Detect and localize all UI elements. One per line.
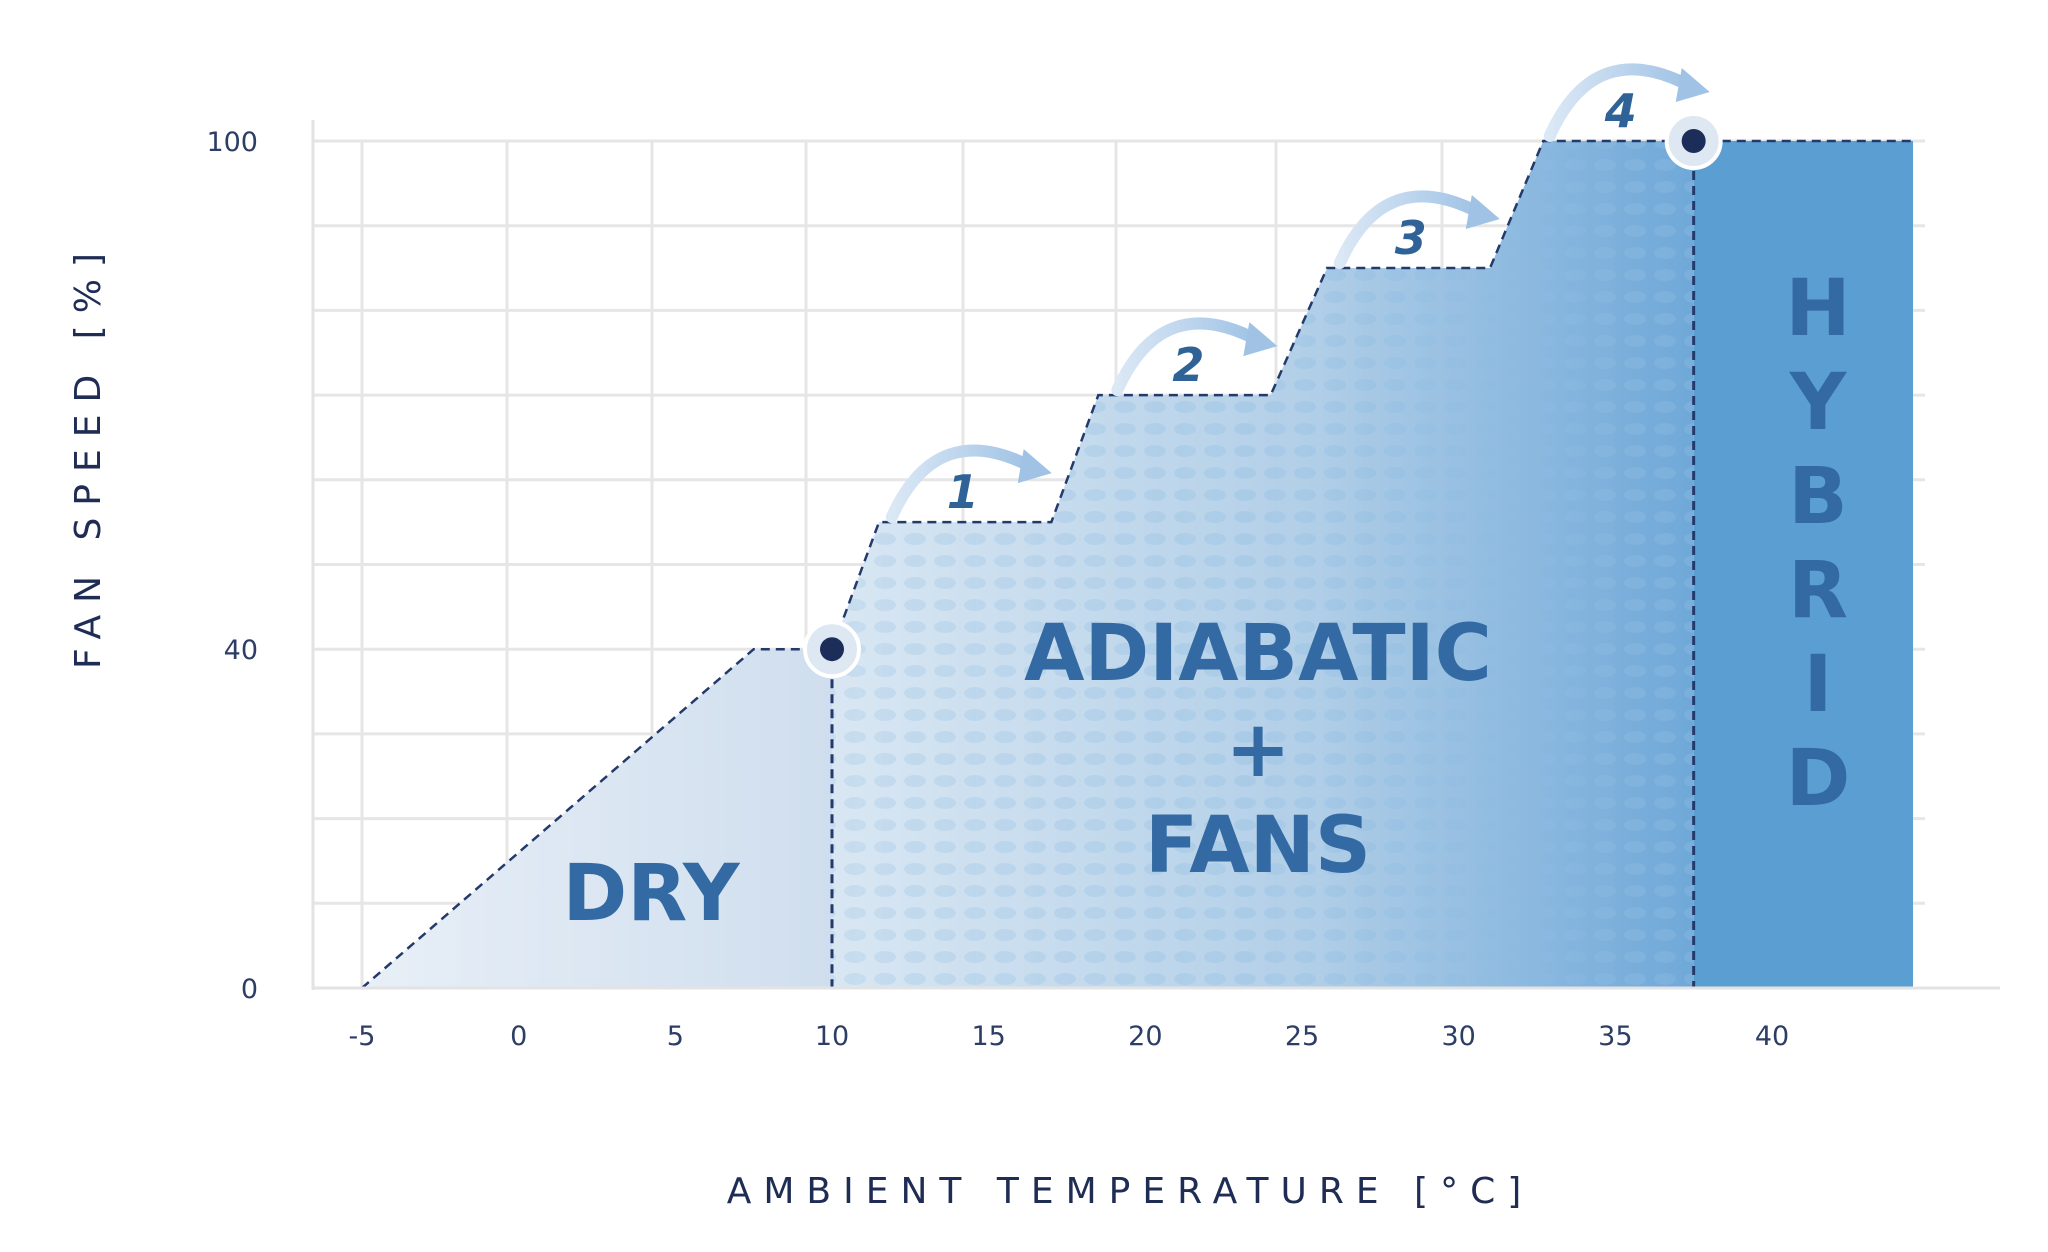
x-tick-label: 10 xyxy=(815,1021,849,1052)
y-tick-label: 100 xyxy=(206,127,258,158)
x-tick-label: 15 xyxy=(971,1021,1005,1052)
step-arrow xyxy=(1333,190,1486,270)
adiabatic-fans-label: + xyxy=(1225,705,1290,795)
chart-areas xyxy=(362,141,1913,988)
x-tick-label: 30 xyxy=(1441,1021,1475,1052)
step-arrowhead xyxy=(1465,195,1500,230)
dry-label: DRY xyxy=(562,849,741,939)
y-tick-label: 40 xyxy=(224,635,258,666)
x-tick-label: 5 xyxy=(667,1021,684,1052)
profile-line xyxy=(361,139,1913,989)
step-markers: 1 2 3 4 xyxy=(885,63,1710,524)
x-tick-label: 0 xyxy=(510,1021,527,1052)
step-arrow xyxy=(885,444,1038,524)
adiabatic-fans-label: ADIABATIC xyxy=(1024,609,1492,699)
hybrid-label-letter: H xyxy=(1785,264,1850,354)
hybrid-label-letter: D xyxy=(1786,734,1851,824)
hybrid-region xyxy=(1693,141,1913,988)
step-number: 4 xyxy=(1604,84,1637,138)
y-tick-label: 0 xyxy=(241,974,258,1005)
profile-outline xyxy=(361,139,1913,989)
hybrid-label-letter: B xyxy=(1788,452,1847,542)
step-arrow xyxy=(1111,317,1264,397)
adiabatic-droplet-texture xyxy=(832,141,1694,988)
x-tick-label: 20 xyxy=(1128,1021,1162,1052)
hybrid-label-letter: Y xyxy=(1789,358,1848,448)
y-axis-title: FAN SPEED [%] xyxy=(68,241,109,669)
x-tick-label: 35 xyxy=(1598,1021,1632,1052)
hybrid-label-letter: I xyxy=(1803,640,1832,730)
x-axis-title: AMBIENT TEMPERATURE [°C] xyxy=(727,1171,1534,1212)
transition-dot xyxy=(1681,129,1706,153)
x-tick-label: 40 xyxy=(1755,1021,1789,1052)
step-arrowhead xyxy=(1243,322,1278,357)
transition-dot xyxy=(820,637,844,662)
hybrid-label-letter: R xyxy=(1788,546,1848,636)
x-tick-label: 25 xyxy=(1285,1021,1319,1052)
step-arrow xyxy=(1543,63,1696,142)
x-tick-label: -5 xyxy=(349,1021,376,1052)
step-arrowhead xyxy=(1675,68,1710,102)
axes: -5 0 5 10 15 20 25 30 35 40 0 40 100 xyxy=(206,120,2000,1052)
step-arrowhead xyxy=(1017,449,1052,484)
dry-region xyxy=(362,649,832,988)
step-number: 2 xyxy=(1172,338,1204,392)
adiabatic-fans-label: FANS xyxy=(1145,801,1371,891)
transition-points xyxy=(803,112,1723,679)
step-number: 1 xyxy=(947,465,979,519)
step-number: 3 xyxy=(1395,211,1427,265)
